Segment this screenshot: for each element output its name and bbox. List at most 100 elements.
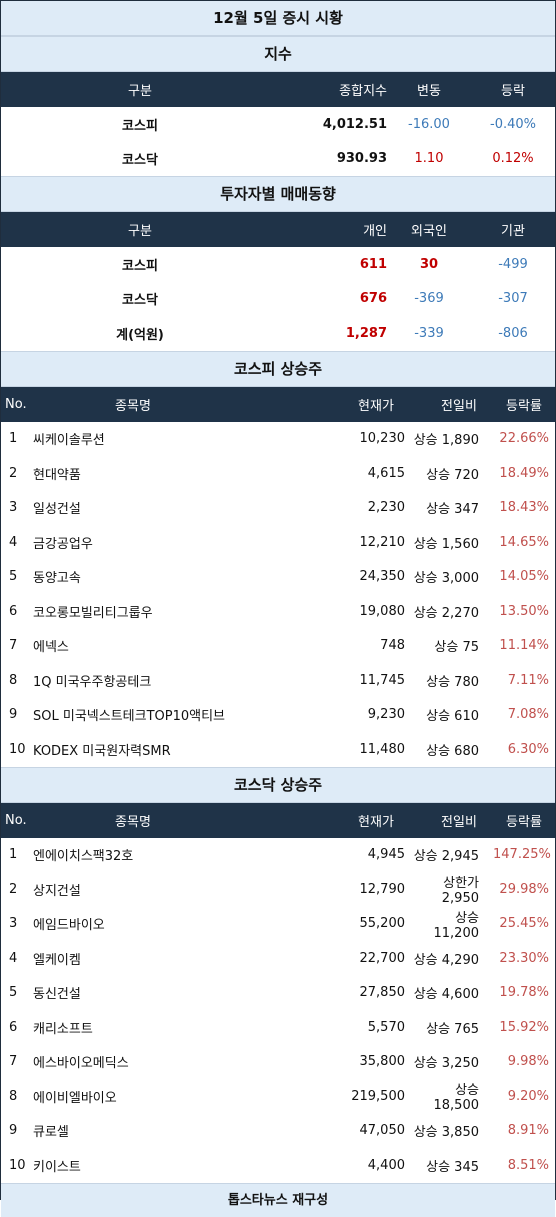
stock-day-change: 상승 610: [426, 709, 479, 725]
row-number: 8: [9, 1088, 18, 1104]
row-number: 4: [9, 950, 18, 966]
investor-market: 코스피: [122, 258, 158, 274]
row-number: 1: [9, 431, 18, 447]
header-institution: 기관: [501, 224, 525, 239]
stock-day-change: 상승 2,945: [413, 849, 479, 865]
header-foreign: 외국인: [411, 224, 447, 239]
stock-day-change: 상승 4,290: [413, 952, 479, 968]
stock-rate: 15.92%: [499, 1019, 549, 1035]
table-row: 코스피 4,012.51 -16.00 -0.40%: [1, 107, 555, 142]
stock-rate: 9.98%: [507, 1054, 549, 1070]
table-row: 1 씨케이솔루션 10,230 상승 1,890 22.66%: [1, 422, 555, 457]
row-number: 3: [9, 500, 18, 516]
header-rate: 등락률: [506, 398, 542, 414]
stock-name: 동신건설: [33, 987, 81, 1003]
stock-price: 47,050: [359, 1123, 406, 1139]
stock-day-change: 상승 3,000: [413, 571, 479, 587]
header-no: No.: [5, 812, 27, 828]
header-day-change: 전일비: [441, 398, 477, 414]
stock-rate: 14.05%: [499, 569, 549, 585]
stock-name: 에스바이오메딕스: [33, 1056, 129, 1072]
stock-price: 12,790: [359, 881, 406, 897]
stock-day-change: 상승 1,560: [413, 536, 479, 552]
stock-name: 금강공업우: [33, 536, 93, 552]
stock-name: KODEX 미국원자력SMR: [33, 743, 171, 759]
investor-foreign: -369: [414, 291, 444, 307]
stock-day-change: 상승 3,850: [413, 1125, 479, 1141]
table-row: 5 동양고속 24,350 상승 3,000 14.05%: [1, 560, 555, 595]
stock-rate: 9.20%: [507, 1088, 549, 1104]
row-number: 7: [9, 638, 18, 654]
header-price: 현재가: [358, 814, 394, 830]
stock-name: 씨케이솔루션: [33, 433, 105, 449]
stock-price: 4,615: [367, 465, 405, 481]
table-row: 2 현대약품 4,615 상승 720 18.49%: [1, 456, 555, 491]
investor-individual: 676: [359, 291, 387, 307]
stock-day-change: 상승 780: [426, 674, 479, 690]
stock-day-change: 상승 2,270: [413, 605, 479, 621]
row-number: 10: [9, 741, 26, 757]
stock-price: 11,480: [359, 741, 406, 757]
stock-day-change: 상승 75: [434, 640, 479, 656]
table-row: 4 엘케이켐 22,700 상승 4,290 23.30%: [1, 941, 555, 976]
stock-rate: 18.49%: [499, 465, 549, 481]
stock-name: 엔에이치스팩32호: [33, 849, 134, 865]
table-row: 8 1Q 미국우주항공테크 11,745 상승 780 7.11%: [1, 663, 555, 698]
table-row: 4 금강공업우 12,210 상승 1,560 14.65%: [1, 525, 555, 560]
stock-price: 12,210: [359, 534, 406, 550]
stock-price: 219,500: [351, 1088, 405, 1104]
stock-name: 현대약품: [33, 467, 81, 483]
table-row: 계(억원) 1,287 -339 -806: [1, 316, 555, 351]
header-rate: 등락률: [506, 814, 542, 830]
header-category: 구분: [128, 84, 152, 99]
table-row: 코스피 611 30 -499: [1, 247, 555, 282]
investor-individual: 611: [359, 256, 387, 272]
investor-table-header: 구분 개인 외국인 기관: [1, 212, 555, 247]
stock-rate: 19.78%: [499, 985, 549, 1001]
stock-day-change: 상승 720: [426, 467, 479, 483]
stock-rate: 18.43%: [499, 500, 549, 516]
header-stock-name: 종목명: [115, 398, 151, 414]
stock-day-change: 상승 18,500: [433, 1083, 480, 1114]
stock-name: 일성건설: [33, 502, 81, 518]
stock-price: 27,850: [359, 985, 406, 1001]
row-number: 2: [9, 881, 18, 897]
stock-price: 4,400: [367, 1157, 405, 1173]
row-number: 6: [9, 603, 18, 619]
table-row: 8 에이비엘바이오 219,500 상승 18,500 9.20%: [1, 1079, 555, 1114]
investor-foreign: 30: [419, 256, 439, 272]
stock-rate: 29.98%: [499, 881, 549, 897]
stock-rate: 7.08%: [507, 707, 549, 723]
stock-day-change: 상승 345: [426, 1159, 479, 1175]
stock-price: 748: [380, 638, 405, 654]
stock-price: 10,230: [359, 431, 406, 447]
investor-institution: -307: [498, 291, 528, 307]
stock-rate: 22.66%: [499, 431, 549, 447]
row-number: 1: [9, 847, 18, 863]
kosdaq-section-title: 코스닥 상승주: [1, 766, 555, 803]
row-number: 5: [9, 985, 18, 1001]
table-row: 6 코오롱모빌리티그룹우 19,080 상승 2,270 13.50%: [1, 594, 555, 629]
stock-day-change: 상승 765: [426, 1021, 479, 1037]
stock-rate: 6.30%: [507, 741, 549, 757]
stock-name: 1Q 미국우주항공테크: [33, 674, 152, 690]
header-composite-index: 종합지수: [339, 84, 387, 99]
header-change: 변동: [417, 84, 441, 99]
stock-name: 캐리소프트: [33, 1021, 93, 1037]
stock-day-change: 상승 3,250: [413, 1056, 479, 1072]
row-number: 10: [9, 1157, 26, 1173]
stock-day-change: 상승 11,200: [433, 910, 480, 941]
table-row: 2 상지건설 12,790 상한가 2,950 29.98%: [1, 872, 555, 907]
header-stock-name: 종목명: [115, 814, 151, 830]
table-row: 6 캐리소프트 5,570 상승 765 15.92%: [1, 1010, 555, 1045]
table-row: 3 에임드바이오 55,200 상승 11,200 25.45%: [1, 907, 555, 942]
stock-name: 상지건설: [33, 883, 81, 899]
row-number: 7: [9, 1054, 18, 1070]
stock-name: 에넥스: [33, 640, 69, 656]
kosdaq-rows: 1 엔에이치스팩32호 4,945 상승 2,945 147.25% 2 상지건설 12,79…: [1, 838, 555, 1183]
stock-rate: 14.65%: [499, 534, 549, 550]
table-row: 7 에스바이오메딕스 35,800 상승 3,250 9.98%: [1, 1045, 555, 1080]
stock-day-change: 상한가 2,950: [441, 876, 479, 907]
stock-day-change: 상승 680: [426, 743, 479, 759]
